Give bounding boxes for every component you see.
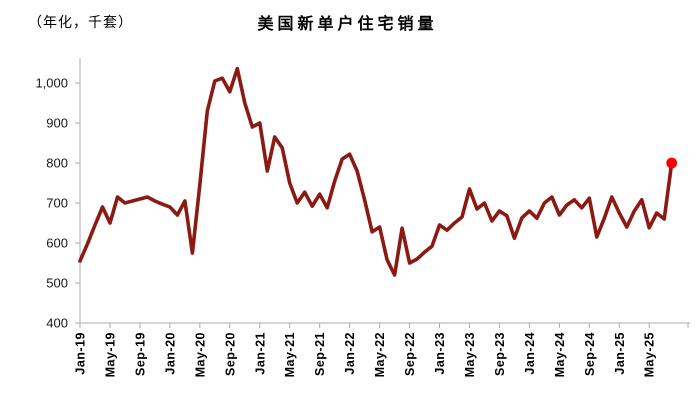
x-tick-label: Sep-20 xyxy=(223,332,237,376)
y-tick-label: 700 xyxy=(46,196,68,211)
x-tick-label: May-20 xyxy=(193,332,207,377)
x-tick-label: Jan-22 xyxy=(343,332,357,375)
x-tick-label: Sep-24 xyxy=(583,332,597,376)
x-tick-label: May-25 xyxy=(643,332,657,377)
latest-point-marker xyxy=(666,157,678,169)
y-tick-label: 500 xyxy=(46,276,68,291)
x-tick-label: Sep-21 xyxy=(313,332,327,376)
x-tick-label: Jan-23 xyxy=(433,332,447,375)
x-tick-label: Sep-23 xyxy=(493,332,507,376)
y-tick-label: 400 xyxy=(46,316,68,331)
x-tick-label: Jan-25 xyxy=(613,332,627,375)
y-tick-label: 800 xyxy=(46,156,68,171)
x-tick-label: May-23 xyxy=(463,332,477,377)
x-tick-label: Sep-22 xyxy=(403,332,417,376)
x-tick-label: May-24 xyxy=(553,332,567,377)
y-tick-label: 600 xyxy=(46,236,68,251)
x-tick-label: Jan-20 xyxy=(163,332,177,375)
x-tick-label: May-22 xyxy=(373,332,387,377)
y-tick-label: 900 xyxy=(46,116,68,131)
x-tick-label: Jan-21 xyxy=(253,332,267,375)
y-axis-unit-label: （年化，千套） xyxy=(28,14,133,30)
x-tick-label: May-21 xyxy=(283,332,297,377)
x-tick-label: Jan-24 xyxy=(523,332,537,375)
x-tick-label: May-19 xyxy=(103,332,117,377)
chart-title: 美国新单户住宅销量 xyxy=(257,16,438,33)
sales-line xyxy=(78,66,674,277)
x-tick-label: Sep-19 xyxy=(133,332,147,376)
y-tick-label: 1,000 xyxy=(35,76,68,91)
x-tick-label: Jan-19 xyxy=(74,332,88,375)
